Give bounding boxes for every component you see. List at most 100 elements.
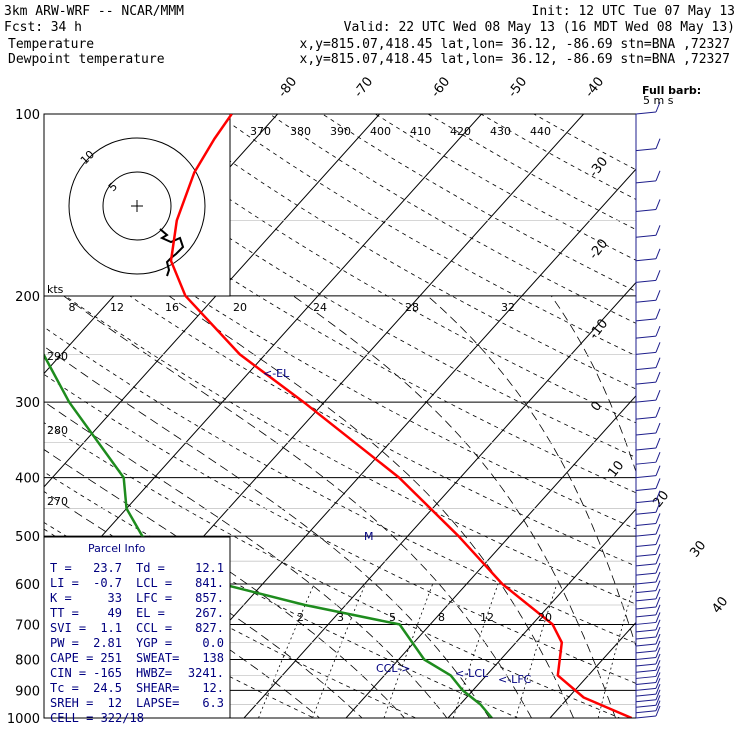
moist-adiabat-line	[168, 295, 575, 718]
isotherm-label: -10	[586, 316, 611, 342]
parcel-row-label: T =	[50, 561, 72, 575]
valid-time: Valid: 22 UTC Wed 08 May 13 (16 MDT Wed …	[344, 20, 735, 35]
theta-label: 420	[450, 125, 471, 138]
wind-barb	[635, 511, 657, 515]
dewpoint-trace	[44, 352, 493, 718]
wind-barb	[635, 693, 657, 697]
parcel-row-value: 267.	[195, 606, 224, 620]
pressure-label: 800	[15, 653, 40, 668]
wind-barb	[635, 318, 657, 322]
full-barb-units: 5 m s	[643, 94, 674, 107]
parcel-row-label: SWEAT=	[136, 651, 179, 665]
full-barb-label: Full barb:	[642, 84, 701, 97]
parcel-row-label: Td =	[136, 561, 165, 575]
el-marker: <-EL	[263, 367, 290, 380]
parcel-row-value: 23.7	[93, 561, 122, 575]
wind-barb-flag	[655, 588, 661, 600]
wind-barb	[635, 710, 657, 714]
wind-barb	[635, 590, 657, 594]
ccl-marker: CCL->	[376, 662, 410, 675]
moist-adiabat-line	[550, 295, 636, 473]
dry-adiabat-line	[533, 114, 636, 171]
wind-barb	[635, 461, 657, 465]
wind-barb-flag	[655, 683, 661, 695]
lfc-marker: <-LFC	[498, 673, 532, 686]
wind-barb	[635, 581, 657, 585]
theta-label: 290	[47, 350, 68, 363]
dry-adiabat-line	[44, 280, 636, 605]
isotherm-line	[345, 395, 636, 718]
parcel-row-label: TT =	[50, 606, 79, 620]
parcel-row-value: 0.0	[202, 636, 224, 650]
wind-barb	[635, 543, 657, 547]
parcel-row-value: 49	[108, 606, 122, 620]
wind-barb-flag	[655, 502, 661, 513]
theta-label: 430	[490, 125, 511, 138]
wind-barb	[635, 656, 657, 660]
wind-barb	[635, 675, 657, 679]
wind-barb	[635, 111, 657, 115]
wind-barb	[635, 704, 657, 708]
mixing-ratio-line	[312, 583, 366, 718]
isotherm-label: -80	[275, 74, 300, 100]
wind-barb	[635, 399, 657, 403]
wind-barb	[635, 367, 657, 371]
parcel-row-value: 841.	[195, 576, 224, 590]
hodograph-trace	[159, 228, 185, 277]
isotherm-line	[652, 114, 740, 718]
speed-scale-label: 12	[110, 301, 124, 314]
wind-barb-flag	[655, 653, 661, 665]
parcel-row-label: LCL =	[136, 576, 172, 590]
wind-barbs	[635, 101, 661, 719]
parcel-row-value: -165	[93, 666, 122, 680]
wind-barb-flag	[655, 562, 661, 574]
dry-adiabat-line	[110, 114, 636, 424]
wind-barb	[635, 208, 657, 212]
speed-scale-label: 8	[69, 301, 76, 314]
theta-label: 280	[47, 424, 68, 437]
parcel-row-label: Tc =	[50, 681, 79, 695]
wind-barb-flag	[655, 553, 661, 565]
parcel-row-value: 827.	[195, 621, 224, 635]
wind-barb	[635, 636, 657, 640]
wind-barb-flag	[655, 389, 661, 401]
wind-barb-flag	[655, 534, 661, 545]
speed-scale-label: 20	[233, 301, 247, 314]
wind-barb-flag	[655, 290, 661, 301]
isotherm-line	[549, 621, 636, 718]
mixing-ratio-label: 8	[438, 611, 445, 624]
wind-barb	[635, 629, 657, 633]
legend-temperature-info: x,y=815.07,418.45 lat,lon= 36.12, -86.69…	[300, 37, 730, 52]
parcel-row-value: 12	[108, 696, 122, 710]
parcel-row-value: 33	[108, 591, 122, 605]
parcel-row-value: 138	[202, 651, 224, 665]
wind-barb	[635, 381, 657, 385]
theta-label: 440	[530, 125, 551, 138]
wind-barb	[635, 621, 657, 625]
hodograph-ring-inner	[102, 171, 172, 241]
wind-barb	[635, 335, 657, 339]
legend-dewpoint-info: x,y=815.07,418.45 lat,lon= 36.12, -86.69…	[300, 52, 730, 67]
init-time: Init: 12 UTC Tue 07 May 13	[532, 4, 736, 19]
theta-label: 390	[330, 125, 351, 138]
wind-barb-flag	[655, 633, 661, 645]
wind-barb-flag	[655, 666, 661, 677]
wind-barb	[635, 522, 657, 526]
wind-barb	[635, 432, 657, 436]
wind-barb-flag	[655, 248, 661, 259]
wind-barb-flag	[655, 544, 661, 555]
parcel-row-value: 12.1	[195, 561, 224, 575]
hodograph-units-label: kts	[47, 283, 64, 296]
temperature-trace	[169, 114, 633, 718]
speed-scale-label: 28	[405, 301, 419, 314]
wind-barb-flag	[655, 640, 661, 652]
wind-barb	[635, 553, 657, 557]
wind-barb-flag	[655, 612, 661, 623]
dry-adiabat-line	[44, 573, 315, 718]
model-title: 3km ARW-WRF -- NCAR/MMM	[4, 4, 184, 19]
wind-barb-flag	[655, 700, 661, 711]
wind-barb	[635, 416, 657, 420]
wind-barb-flag	[655, 199, 661, 210]
mixing-ratio-line	[383, 583, 434, 718]
